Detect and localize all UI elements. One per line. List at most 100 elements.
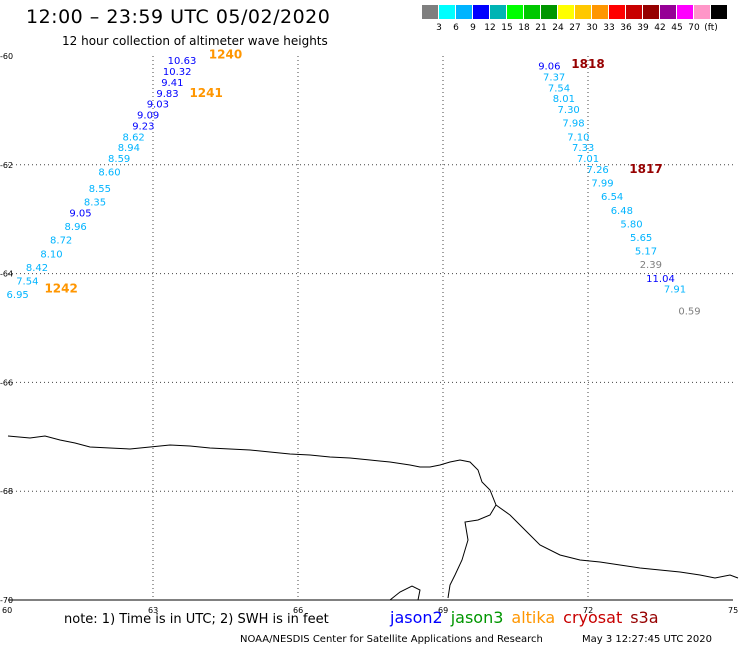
wave-height-label: 10.63 (168, 56, 197, 67)
credit-line: NOAA/NESDIS Center for Satellite Applica… (240, 634, 543, 645)
pass-id-label: 1818 (571, 57, 604, 71)
wave-height-label: 8.94 (118, 143, 140, 154)
lon-tick-label: 66 (293, 606, 303, 615)
wave-height-label: 9.23 (132, 121, 154, 132)
scale-swatch (660, 5, 676, 19)
wave-height-label: 8.60 (98, 168, 120, 179)
wave-height-label: 7.01 (577, 154, 599, 165)
scale-label: 21 (535, 23, 547, 33)
lon-tick-label: 63 (148, 606, 158, 615)
scale-label: 45 (671, 23, 683, 33)
scale-label: 24 (552, 23, 564, 33)
wave-height-label: 9.05 (69, 208, 91, 219)
scale-swatch (524, 5, 540, 19)
scale-swatch (711, 5, 727, 19)
scale-swatch (609, 5, 625, 19)
wave-height-label: 9.83 (156, 89, 178, 100)
scale-label: 70 (688, 23, 700, 33)
wave-height-label: 8.72 (50, 236, 72, 247)
scale-label: 27 (569, 23, 581, 33)
lat-tick-label: -62 (0, 161, 13, 170)
scale-label: 33 (603, 23, 615, 33)
scale-swatch (422, 5, 438, 19)
mission-legend: jason2 jason3 altika cryosat s3a (390, 608, 667, 627)
wave-height-label: 8.59 (108, 154, 130, 165)
scale-label: 3 (436, 23, 442, 33)
scale-swatch (626, 5, 642, 19)
wave-height-label: 10.32 (163, 67, 192, 78)
pass-id-label: 1240 (209, 48, 242, 62)
lat-tick-label: -64 (0, 270, 13, 279)
coastline-path (495, 504, 739, 579)
wave-height-label: 0.59 (678, 306, 700, 317)
wave-height-label: 9.09 (137, 111, 159, 122)
mission-legend-item: s3a (630, 608, 659, 627)
scale-label: 9 (470, 23, 476, 33)
wave-height-label: 7.10 (567, 132, 589, 143)
wave-height-label: 2.39 (640, 260, 662, 271)
scale-label: 42 (654, 23, 666, 33)
scale-label: 12 (484, 23, 496, 33)
footer-note: note: 1) Time is in UTC; 2) SWH is in fe… (64, 612, 329, 627)
pass-labels: 1240 1241 1242 1818 1817 (44, 48, 662, 296)
mission-legend-item: cryosat (563, 608, 623, 627)
mission-legend-item: jason2 (390, 608, 443, 627)
map-title: 12:00 – 23:59 UTC 05/02/2020 (26, 6, 331, 28)
wave-height-label: 8.62 (123, 132, 145, 143)
scale-swatch (643, 5, 659, 19)
scale-swatch (592, 5, 608, 19)
timestamp: May 3 12:27:45 UTC 2020 (582, 634, 712, 645)
scale-label: 30 (586, 23, 598, 33)
wave-height-label: 9.03 (147, 100, 169, 111)
wave-height-label: 7.33 (572, 143, 594, 154)
pass-id-label: 1242 (44, 282, 77, 296)
wave-height-label: 8.96 (65, 222, 87, 233)
wave-height-label: 7.98 (562, 119, 584, 130)
lon-tick-label: 60 (2, 606, 12, 615)
wave-height-label: 7.54 (16, 276, 38, 287)
wave-height-label: 6.95 (7, 290, 29, 301)
scale-swatch (558, 5, 574, 19)
scale-label: 36 (620, 23, 632, 33)
scale-swatch (456, 5, 472, 19)
coastline-path (389, 585, 421, 601)
pass-id-label: 1241 (189, 86, 222, 100)
wave-height-label: 7.30 (558, 105, 580, 116)
mission-legend-item: jason3 (450, 608, 504, 627)
scale-label: 18 (518, 23, 530, 33)
map-grid: 60 63 66 69 72 75 -60 -62 -64 -66 -68 -70 (0, 52, 738, 615)
wave-height-label: 8.01 (553, 94, 575, 105)
scale-swatch (490, 5, 506, 19)
scale-swatch (439, 5, 455, 19)
wave-height-label: 7.26 (587, 165, 609, 176)
wave-height-label: 5.17 (635, 247, 657, 258)
lat-tick-label: -68 (0, 487, 13, 496)
wave-height-label: 6.54 (601, 192, 623, 203)
wave-height-label: 7.91 (664, 285, 686, 296)
scale-label: (ft) (704, 23, 718, 33)
mission-legend-item: altika (511, 608, 556, 627)
lon-tick-label: 69 (438, 606, 448, 615)
pass-id-label: 1817 (629, 162, 662, 176)
scale-swatch (677, 5, 693, 19)
coastline-path (7, 435, 497, 599)
scale-swatch (694, 5, 710, 19)
lat-tick-label: -60 (0, 52, 13, 61)
wave-height-label: 5.65 (630, 233, 652, 244)
scale-label: 15 (501, 23, 513, 33)
wave-height-label: 9.06 (538, 62, 560, 73)
wave-height-label: 6.48 (611, 206, 633, 217)
lat-tick-label: -66 (0, 378, 13, 387)
wave-height-label: 11.04 (646, 274, 675, 285)
scale-swatch (473, 5, 489, 19)
wave-height-label: 5.80 (620, 219, 642, 230)
wave-height-label: 8.42 (26, 263, 48, 274)
map-subtitle: 12 hour collection of altimeter wave hei… (62, 34, 328, 48)
wave-height-label: 8.55 (89, 184, 111, 195)
wave-height-label: 7.37 (543, 72, 565, 83)
coastline (7, 435, 739, 601)
lon-tick-label: 72 (583, 606, 593, 615)
scale-label: 6 (453, 23, 459, 33)
wave-height-label: 8.35 (84, 198, 106, 209)
